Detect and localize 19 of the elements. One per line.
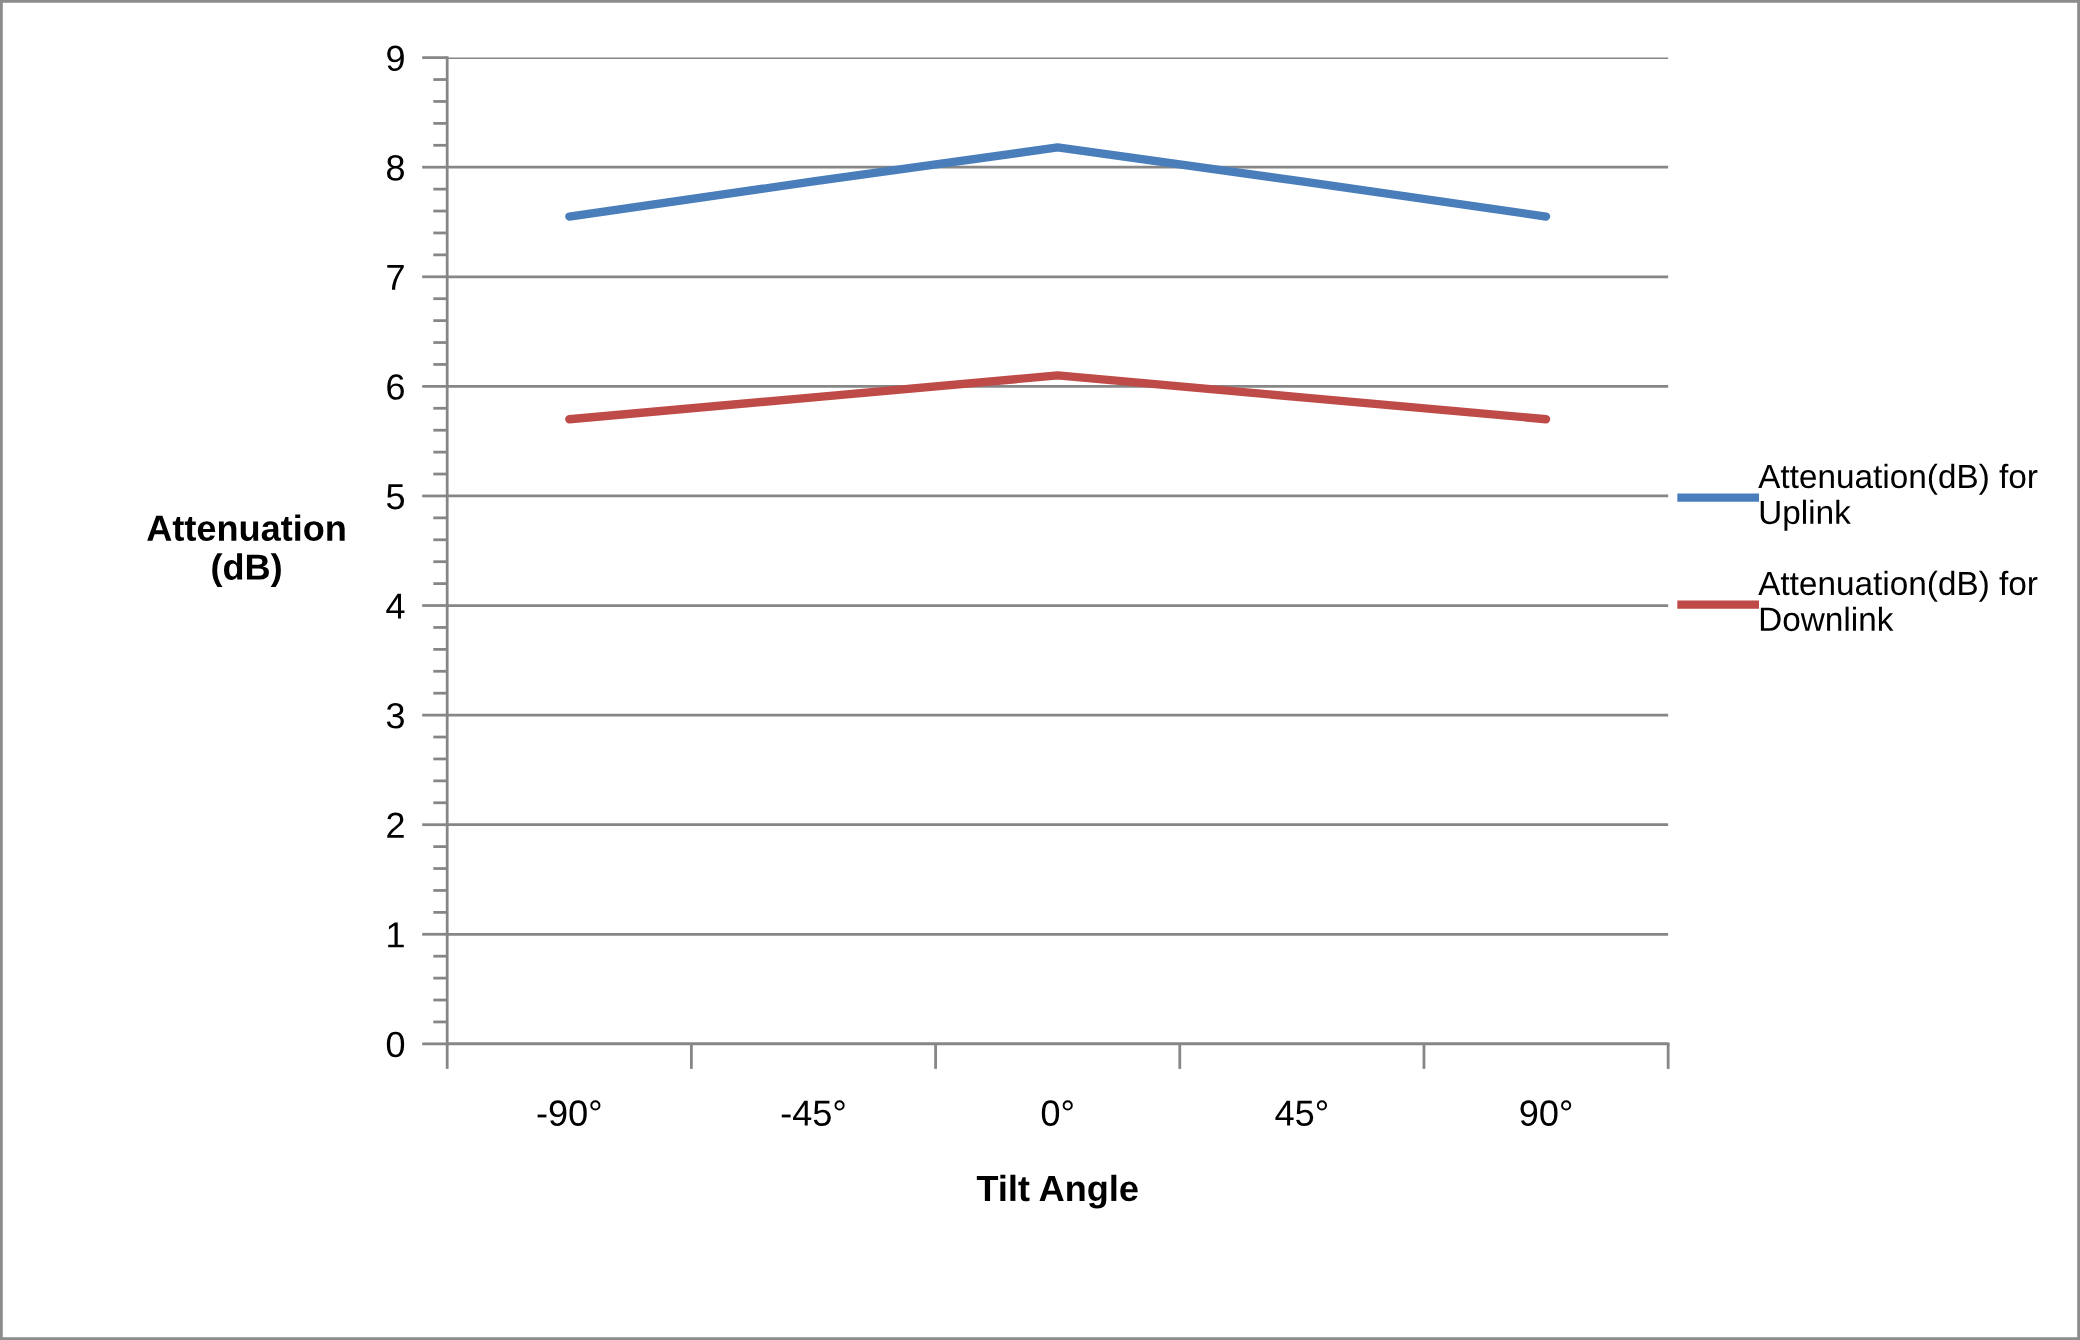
x-tick-label: 90° [1520,1100,1572,1126]
y-tick-label: 8 [387,155,404,181]
y-tick-label: 6 [387,374,404,400]
y-axis-title: Attenuation (dB) [147,514,345,588]
y-tick-label: 0 [386,1031,405,1058]
x-axis-title: Tilt Angle [976,1174,1138,1209]
x-tick-label: -45° [781,1100,845,1126]
x-tick-label: 45° [1275,1100,1328,1126]
y-tick-label: 2 [387,812,404,838]
y-tick-label: 9 [387,45,404,72]
y-tick-label: 5 [386,484,405,510]
legend-label: Attenuation(dB) for Downlink [1758,570,2038,632]
y-tick-label: 3 [386,702,404,729]
x-tick-label: 0° [1041,1100,1073,1126]
y-tick-label: 4 [386,593,405,619]
y-tick-label: 1 [388,922,404,948]
y-tick-label: 7 [387,265,404,290]
x-tick-label: -90° [537,1100,601,1126]
legend-label: Attenuation(dB) for Uplink [1758,463,2038,531]
